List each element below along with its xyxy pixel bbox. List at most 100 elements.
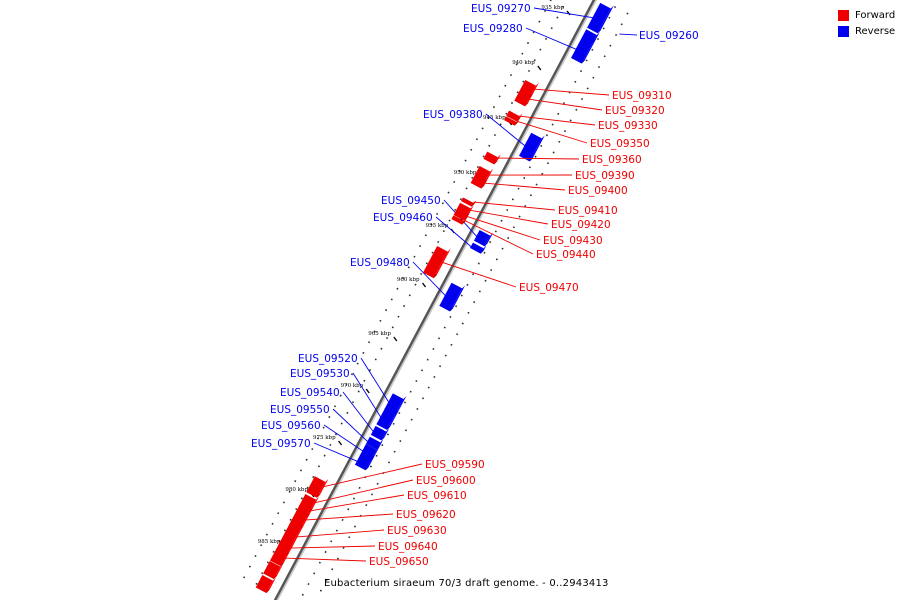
gene-eus-09380-top xyxy=(529,135,545,162)
gene-eus-09610-label: EUS_09610 xyxy=(407,490,467,502)
gene-eus-09550-label: EUS_09550 xyxy=(270,404,330,416)
gene-eus-09350-label: EUS_09350 xyxy=(590,138,650,150)
gene-eus-09610-leader xyxy=(309,494,405,512)
gene-eus-09280-front xyxy=(571,36,593,64)
gene-eus-09560-leader xyxy=(323,424,365,453)
gene-eus-09420-label: EUS_09420 xyxy=(551,219,611,231)
forward-swatch xyxy=(838,10,849,21)
gene-eus-09640-leader xyxy=(289,545,376,549)
gene-eus-09260-front xyxy=(582,29,597,43)
gene-eus-09400-label: EUS_09400 xyxy=(568,185,628,197)
gene-eus-09350 xyxy=(504,116,520,126)
gene-eus-09640-label: EUS_09640 xyxy=(378,541,438,553)
gene-eus-09530 xyxy=(376,408,399,430)
tick-mark xyxy=(393,336,398,342)
gene-eus-09420-leader xyxy=(468,209,549,225)
gene-eus-09360 xyxy=(483,151,501,165)
gene-eus-09560-label: EUS_09560 xyxy=(261,420,321,432)
gene-eus-09650-leader xyxy=(284,557,367,562)
gene-eus-09620 xyxy=(289,511,310,530)
gene-eus-09470-leader xyxy=(441,261,517,288)
tick-label: 940 kbp xyxy=(512,60,535,66)
gene-eus-09530-front xyxy=(376,408,396,430)
gene-eus-09540 xyxy=(370,425,390,441)
gene-eus-09430-front xyxy=(453,211,467,221)
gene-eus-09360-leader xyxy=(496,157,580,160)
gene-eus-09590-label: EUS_09590 xyxy=(425,459,485,471)
gene-eus-09280 xyxy=(571,36,596,64)
tick-mark xyxy=(566,10,571,16)
gene-eus-09380-label: EUS_09380 xyxy=(423,109,483,121)
gene-eus-09610 xyxy=(295,504,314,518)
gene-eus-09480 xyxy=(439,282,466,312)
gene-eus-09480-top xyxy=(449,285,466,312)
gene-eus-09260-leader xyxy=(619,33,638,36)
gene-eus-09460-leader xyxy=(435,216,474,249)
gene-eus-09350-front xyxy=(504,116,517,126)
gene-unlabeled-forward-0 xyxy=(263,561,284,580)
gene-eus-09600-leader xyxy=(313,479,414,504)
gene-eus-09350-leader xyxy=(516,120,588,144)
gene-eus-09600-top xyxy=(309,496,319,513)
gene-eus-09260 xyxy=(582,29,600,43)
gene-eus-09330-front xyxy=(506,110,520,122)
gene-eus-09270-label: EUS_09270 xyxy=(471,3,531,15)
gene-eus-09550-leader xyxy=(332,408,370,444)
gene-eus-09460-front xyxy=(470,242,484,254)
gene-eus-09270 xyxy=(587,2,614,34)
tick-label: 980 kbp xyxy=(285,487,308,493)
gene-eus-09450-label: EUS_09450 xyxy=(381,195,441,207)
gene-eus-09650-front xyxy=(270,549,287,567)
gene-eus-09520 xyxy=(384,393,407,415)
gene-eus-09650 xyxy=(270,549,290,567)
gene-eus-09550-front xyxy=(366,436,381,450)
gene-eus-09430 xyxy=(453,211,470,221)
tick-label: 965 kbp xyxy=(368,331,391,337)
gene-eus-09650-label: EUS_09650 xyxy=(369,556,429,568)
gene-unlabeled-forward-0-top xyxy=(273,563,284,580)
legend-forward-label: Forward xyxy=(855,10,896,21)
gene-eus-09460 xyxy=(470,242,487,254)
gene-eus-09270-front xyxy=(587,2,611,34)
gene-eus-09590-top xyxy=(316,478,329,498)
tick-mark xyxy=(422,282,427,288)
gene-eus-09320 xyxy=(514,91,533,107)
gene-eus-09590-leader xyxy=(321,463,423,488)
gene-eus-09480-leader xyxy=(412,261,448,298)
gene-eus-09450-leader xyxy=(443,199,479,239)
gene-eus-09310-label: EUS_09310 xyxy=(612,90,672,102)
gene-eus-09270-leader xyxy=(533,7,596,19)
gene-eus-09480-label: EUS_09480 xyxy=(350,257,410,269)
gene-eus-09310-top xyxy=(529,82,539,99)
gene-eus-09520-top xyxy=(394,395,407,415)
gene-eus-09380 xyxy=(519,132,545,162)
gene-eus-09400-leader xyxy=(483,182,566,191)
gene-eus-09470-top xyxy=(433,248,451,279)
gene-unlabeled-forward-1-top xyxy=(266,577,276,594)
gene-eus-09360-label: EUS_09360 xyxy=(582,154,642,166)
genome-caption: Eubacterium siraeum 70/3 draft genome. -… xyxy=(324,578,609,589)
gene-eus-09620-leader xyxy=(304,513,394,521)
gene-eus-09630-leader xyxy=(295,529,385,538)
gene-eus-09520-label: EUS_09520 xyxy=(298,353,358,365)
gene-eus-09330-label: EUS_09330 xyxy=(598,120,658,132)
gene-eus-09620-label: EUS_09620 xyxy=(396,509,456,521)
gene-eus-09440-front xyxy=(451,215,464,225)
gene-eus-09320-label: EUS_09320 xyxy=(605,105,665,117)
gene-eus-09590 xyxy=(306,476,329,498)
gene-eus-09320-leader xyxy=(527,98,603,111)
gene-eus-09310-leader xyxy=(533,88,610,96)
gene-eus-09530-leader xyxy=(352,372,383,420)
gene-eus-09610-front xyxy=(295,504,311,518)
legend-forward: Forward xyxy=(838,8,898,23)
gene-eus-09430-leader xyxy=(465,215,541,241)
gene-eus-09280-leader xyxy=(525,27,579,51)
gene-eus-09390 xyxy=(473,166,494,185)
gene-eus-09280-label: EUS_09280 xyxy=(463,23,523,35)
tick-label: 945 kbp xyxy=(483,115,506,121)
tick-label: 950 kbp xyxy=(454,170,477,176)
genome-axis xyxy=(273,0,596,600)
gene-eus-09590-front xyxy=(306,476,326,498)
gene-eus-09570-front xyxy=(354,453,372,471)
gene-eus-09410 xyxy=(461,197,477,207)
